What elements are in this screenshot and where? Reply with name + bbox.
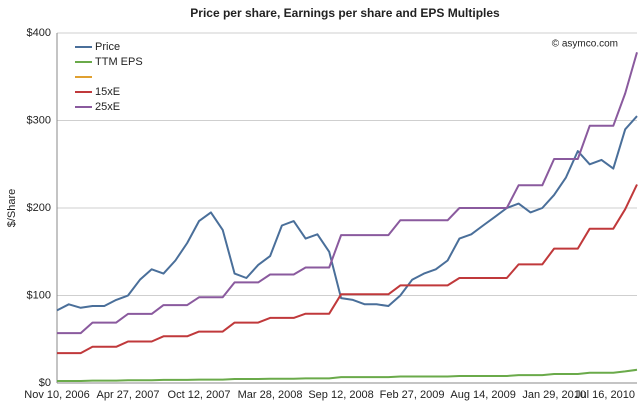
y-tick-label: $300 xyxy=(27,114,51,126)
x-tick-label: Apr 27, 2007 xyxy=(97,389,160,401)
x-tick-label: Mar 28, 2008 xyxy=(238,389,303,401)
x-tick-label: Nov 10, 2006 xyxy=(24,389,89,401)
legend-label: 25xE xyxy=(95,101,120,113)
y-tick-label: $100 xyxy=(27,289,51,301)
y-tick-label: $200 xyxy=(27,202,51,214)
y-axis-label: $/Share xyxy=(6,189,18,228)
x-tick-label: Feb 27, 2009 xyxy=(380,389,445,401)
y-tick-label: $400 xyxy=(27,27,51,39)
series-line xyxy=(57,368,638,382)
legend-label: TTM EPS xyxy=(95,56,143,68)
x-tick-label: Aug 14, 2009 xyxy=(450,389,515,401)
legend-label: 15xE xyxy=(95,86,120,98)
y-tick-label: $0 xyxy=(39,377,51,389)
x-tick-label: Sep 12, 2008 xyxy=(308,389,373,401)
legend-label: Price xyxy=(95,41,120,53)
series-line xyxy=(57,52,638,335)
x-tick-label: Jan 29, 2010 xyxy=(522,389,586,401)
x-tick-label: Jul 16, 2010 xyxy=(575,389,635,401)
annotation: © asymco.com xyxy=(552,39,618,50)
chart-title: Price per share, Earnings per share and … xyxy=(190,6,500,20)
x-tick-label: Oct 12, 2007 xyxy=(168,389,231,401)
series-line xyxy=(56,115,638,312)
series-line xyxy=(57,184,638,355)
